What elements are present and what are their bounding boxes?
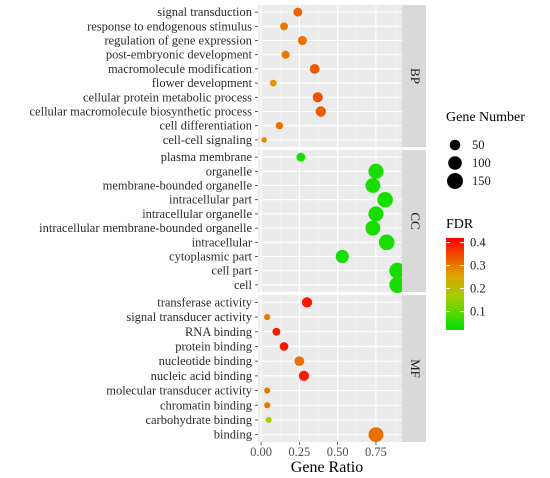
x-axis-title: Gene Ratio — [291, 459, 363, 476]
term-label: intracellular membrane-bounded organelle — [39, 221, 252, 235]
color-legend: FDR 0.4 0.3 0.2 0.1 — [446, 217, 486, 330]
data-point — [301, 297, 313, 308]
term-label: chromatin binding — [160, 398, 253, 412]
term-label: protein binding — [175, 339, 252, 353]
data-point — [275, 122, 284, 130]
data-point — [389, 276, 406, 293]
data-point — [312, 92, 323, 103]
facet-strip-label: BP — [408, 68, 423, 84]
size-legend-label: 100 — [472, 156, 491, 170]
x-tick-label: 0.50 — [327, 445, 349, 459]
term-label: cellular protein metabolic process — [83, 90, 252, 104]
size-legend: Gene Number 50 100 150 — [446, 110, 525, 189]
term-label: cellular macromolecule biosynthetic proc… — [30, 105, 253, 119]
data-point — [272, 327, 281, 336]
term-label: nucleic acid binding — [151, 369, 253, 383]
term-label: flower development — [152, 76, 253, 90]
data-point — [264, 313, 271, 321]
term-label: carbohydrate binding — [145, 413, 252, 427]
term-label: intracellular — [192, 235, 253, 249]
term-label: transferase activity — [157, 295, 252, 309]
colorbar-tick-label: 0.1 — [470, 305, 486, 319]
data-point — [294, 356, 305, 367]
data-point — [281, 50, 290, 59]
size-legend-title: Gene Number — [446, 110, 525, 125]
term-label: regulation of gene expression — [104, 34, 252, 48]
term-label: post-embryonic development — [106, 48, 253, 62]
data-point — [279, 342, 289, 351]
data-point — [378, 234, 395, 251]
size-legend-label: 150 — [472, 174, 491, 188]
x-tick-label: 0.25 — [288, 445, 310, 459]
panel-background — [258, 295, 402, 442]
term-label: intracellular part — [169, 193, 252, 207]
term-label: response to endogenous stimulus — [87, 19, 252, 33]
data-point — [377, 191, 393, 208]
x-axis: 0.00 0.25 0.50 0.75 — [250, 442, 387, 459]
colorbar-tick-label: 0.3 — [470, 259, 486, 273]
data-point — [315, 106, 327, 117]
data-point — [297, 35, 307, 46]
data-point — [293, 7, 303, 17]
term-label: nucleotide binding — [159, 354, 253, 368]
colorbar-tick-label: 0.2 — [470, 282, 486, 296]
facet-panel-cc: plasma membraneorganellemembrane-bounded… — [39, 150, 426, 293]
color-legend-title: FDR — [446, 217, 474, 232]
data-point — [265, 416, 272, 424]
term-label: intracellular organelle — [142, 207, 252, 221]
term-label: RNA binding — [185, 325, 253, 339]
term-label: cell differentiation — [160, 119, 253, 133]
data-point — [261, 137, 267, 143]
term-label: cell-cell signaling — [163, 133, 253, 147]
size-legend-dot — [448, 156, 462, 170]
term-label: signal transduction — [157, 5, 253, 19]
color-legend-ticks: 0.4 0.3 0.2 0.1 — [446, 236, 486, 319]
size-legend-dot — [447, 173, 463, 189]
data-point — [368, 427, 384, 443]
data-point — [365, 220, 381, 236]
data-point — [298, 370, 310, 381]
facet-strip-label: MF — [408, 359, 423, 378]
term-label: membrane-bounded organelle — [103, 179, 253, 193]
data-point — [280, 22, 288, 31]
term-label: signal transducer activity — [126, 310, 252, 324]
fdr-colorbar — [446, 238, 464, 330]
data-point — [335, 249, 349, 264]
data-point — [368, 206, 384, 222]
facet-strip — [402, 5, 426, 147]
facet-strip-label: CC — [408, 212, 423, 229]
facet-strip — [402, 150, 426, 292]
data-point — [264, 402, 271, 409]
size-legend-label: 50 — [472, 138, 485, 152]
facet-strip — [402, 295, 426, 442]
data-point — [309, 64, 320, 74]
term-label: macromolecule modification — [108, 62, 253, 76]
size-legend-dot — [449, 139, 461, 151]
colorbar-tick-label: 0.4 — [470, 236, 486, 250]
term-label: cell part — [211, 264, 252, 278]
x-tick-label: 0.00 — [250, 445, 272, 459]
term-label: organelle — [206, 164, 253, 178]
term-label: cell — [234, 278, 253, 292]
term-label: plasma membrane — [161, 150, 253, 164]
data-point — [368, 163, 384, 179]
data-point — [365, 178, 381, 193]
data-point — [296, 152, 306, 162]
data-point — [264, 387, 271, 394]
x-tick-label: 0.75 — [365, 445, 387, 459]
size-legend-items: 50 100 150 — [447, 138, 491, 189]
term-label: binding — [214, 428, 253, 442]
term-label: molecular transducer activity — [106, 384, 253, 398]
data-point — [389, 262, 406, 279]
term-label: cytoplasmic part — [169, 250, 252, 264]
data-point — [269, 79, 277, 87]
